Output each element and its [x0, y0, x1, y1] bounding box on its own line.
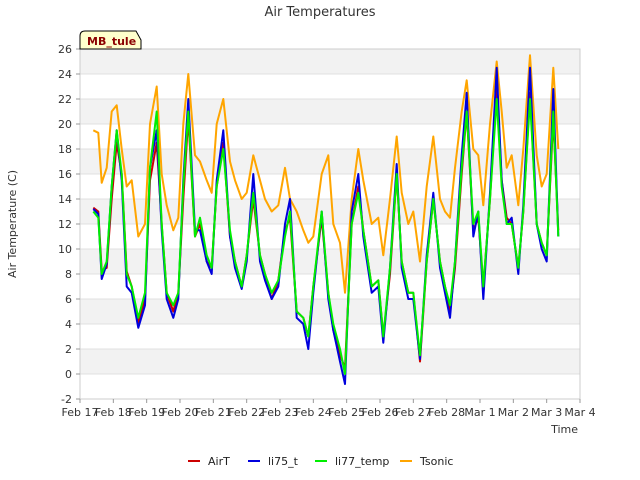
y-tick-label: -2: [61, 393, 72, 406]
y-tick-label: 4: [65, 318, 72, 331]
series-line-tsonic: [92, 54, 560, 294]
x-tick-label: Feb 18: [95, 406, 132, 419]
site-badge: MB_tule: [79, 30, 142, 50]
y-tick-label: 22: [58, 93, 72, 106]
y-tick-label: 24: [58, 68, 72, 81]
x-tick-label: Feb 28: [428, 406, 465, 419]
series-line-li77-temp: [92, 98, 560, 375]
y-tick-label: 26: [58, 43, 72, 56]
grid-band: [80, 49, 580, 74]
series-layer: [92, 54, 560, 385]
y-tick-label: 10: [58, 243, 72, 256]
y-tick-label: 8: [65, 268, 72, 281]
y-tick-label: 20: [58, 118, 72, 131]
x-tick-label: Mar 4: [564, 406, 595, 419]
y-tick-label: 14: [58, 193, 72, 206]
grid-band: [80, 249, 580, 274]
chart-title: Air Temperatures: [264, 5, 375, 20]
x-tick-label: Feb 19: [128, 406, 165, 419]
y-tick-label: 6: [65, 293, 72, 306]
legend-label: Tsonic: [419, 455, 453, 468]
grid-band: [80, 199, 580, 224]
y-tick-label: 0: [65, 368, 72, 381]
y-tick-label: 12: [58, 218, 72, 231]
legend-label: li75_t: [268, 455, 299, 468]
x-axis-title: Time: [550, 423, 578, 436]
x-tick-label: Feb 26: [362, 406, 399, 419]
legend-label: AirT: [208, 455, 230, 468]
x-tick-label: Feb 20: [162, 406, 199, 419]
y-tick-label: 2: [65, 343, 72, 356]
y-axis-title: Air Temperature (C): [6, 170, 19, 278]
grid-band: [80, 349, 580, 374]
x-tick-label: Feb 23: [262, 406, 299, 419]
x-tick-label: Feb 25: [328, 406, 365, 419]
x-tick-label: Feb 21: [195, 406, 232, 419]
site-badge-label: MB_tule: [87, 35, 136, 48]
x-tick-label: Feb 24: [295, 406, 332, 419]
x-tick-label: Mar 3: [531, 406, 562, 419]
x-tick-label: Feb 27: [395, 406, 432, 419]
x-tick-label: Feb 17: [62, 406, 99, 419]
legend: AirT li75_t li77_temp Tsonic: [188, 455, 453, 468]
x-tick-label: Mar 1: [464, 406, 495, 419]
x-tick-label: Feb 22: [228, 406, 265, 419]
y-tick-label: 18: [58, 143, 72, 156]
site-badge-shape: [79, 30, 142, 50]
legend-label: li77_temp: [335, 455, 389, 468]
y-tick-label: 16: [58, 168, 72, 181]
x-tick-label: Mar 2: [498, 406, 529, 419]
